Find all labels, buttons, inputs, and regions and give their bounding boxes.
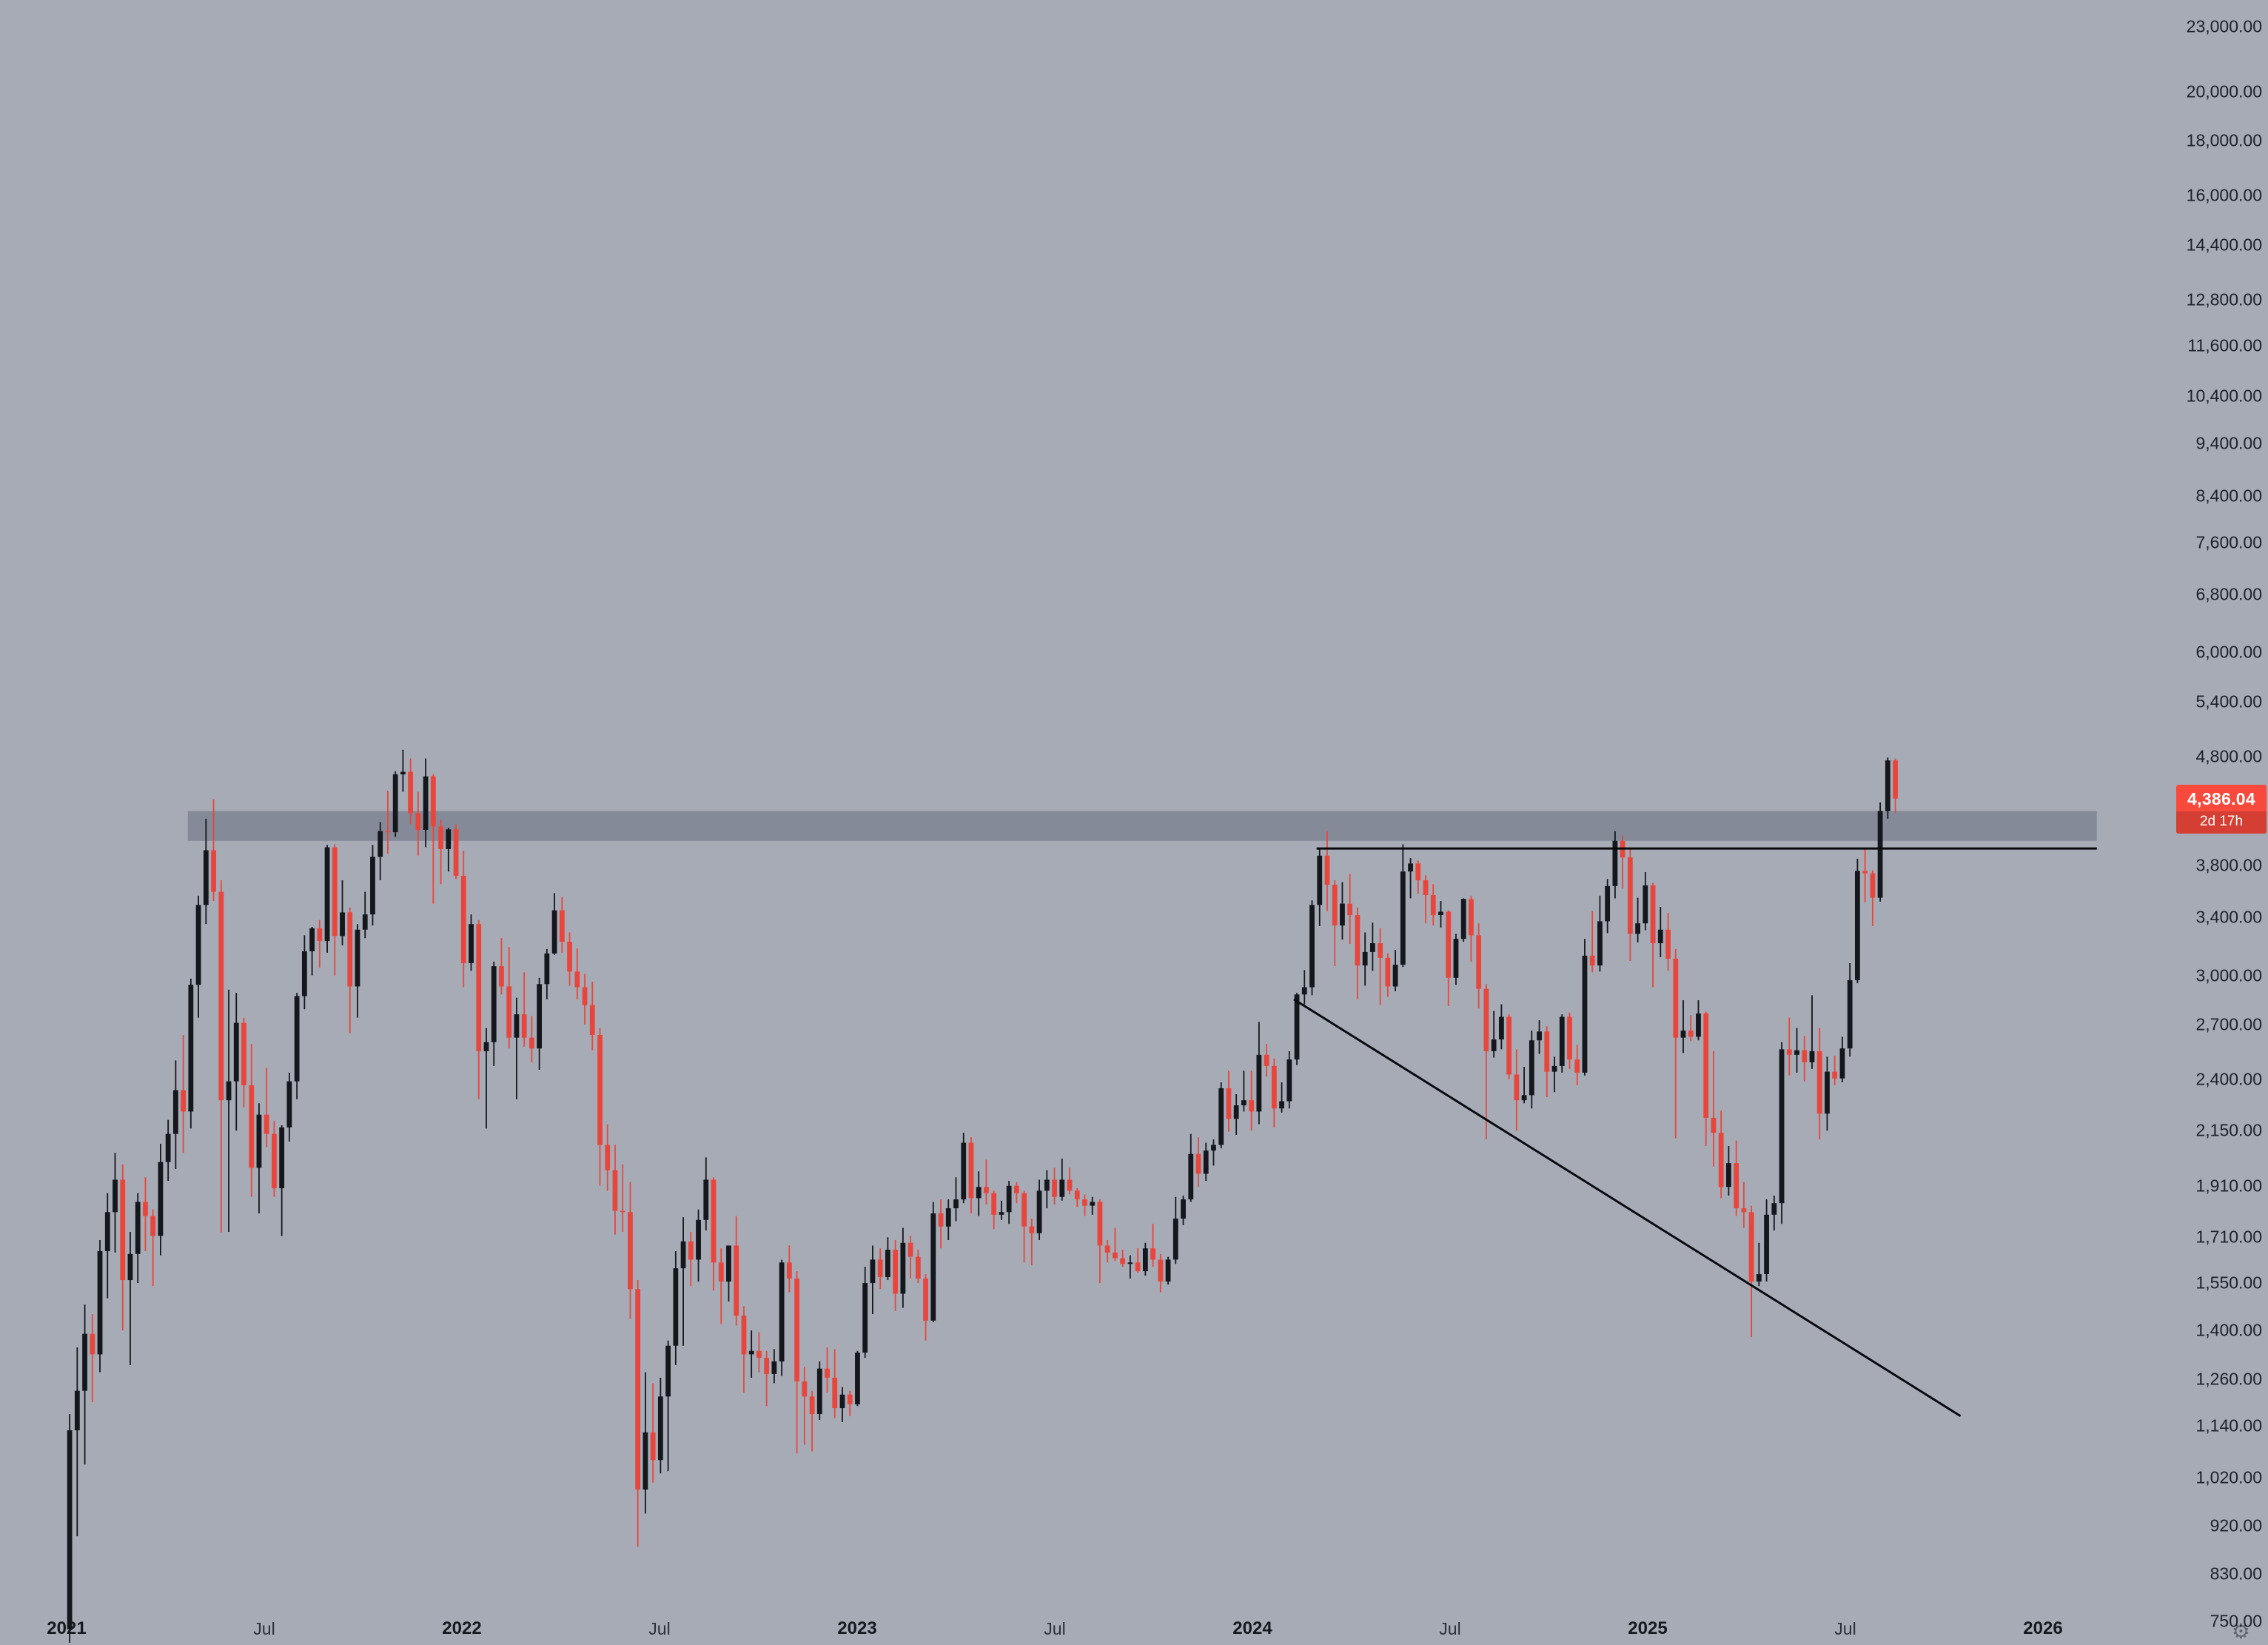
price-tick-label: 3,800.00 [2195,855,2262,875]
current-price-label: 4,386.04 2d 17h [2176,784,2267,834]
time-tick-label: 2025 [1628,1618,1668,1638]
time-tick-label: Jul [253,1619,275,1638]
price-tick-label: 2,700.00 [2195,1014,2262,1034]
price-tick-label: 3,000.00 [2195,965,2262,985]
time-tick-label: 2026 [2023,1618,2063,1638]
price-tick-label: 23,000.00 [2186,16,2262,36]
time-tick-label: 2024 [1232,1618,1272,1638]
time-tick-label: 2021 [47,1618,87,1638]
price-tick-label: 16,000.00 [2186,185,2262,205]
candles-layer [67,749,1898,1644]
price-tick-label: 1,550.00 [2195,1273,2262,1293]
price-tick-label: 7,600.00 [2195,532,2262,552]
time-tick-label: Jul [1044,1619,1066,1638]
price-tick-label: 1,400.00 [2195,1320,2262,1340]
bar-close-countdown: 2d 17h [2176,811,2267,834]
price-tick-label: 6,000.00 [2195,642,2262,662]
price-tick-label: 3,400.00 [2195,907,2262,927]
price-tick-label: 4,800.00 [2195,746,2262,766]
settings-gear-icon[interactable]: ⚙ [2231,1620,2250,1643]
price-tick-label: 20,000.00 [2186,81,2262,101]
price-tick-label: 5,400.00 [2195,691,2262,711]
time-tick-label: Jul [1439,1619,1461,1638]
price-tick-label: 12,800.00 [2186,289,2262,309]
price-tick-label: 11,600.00 [2187,335,2262,355]
current-price-value: 4,386.04 [2187,788,2255,808]
price-tick-label: 2,150.00 [2195,1120,2262,1140]
price-tick-label: 6,800.00 [2195,584,2262,604]
price-tick-label: 1,020.00 [2195,1467,2262,1487]
price-tick-label: 830.00 [2210,1564,2262,1584]
price-tick-label: 750.00 [2210,1611,2262,1631]
time-tick-label: Jul [1834,1619,1856,1638]
price-tick-label: 9,400.00 [2195,433,2262,453]
price-tick-label: 18,000.00 [2186,130,2262,150]
resistance-zone[interactable] [187,811,2097,841]
price-scale[interactable]: 23,000.00 20,000.00 18,000.00 16,000.00 14,4… [2176,0,2268,1645]
price-tick-label: 8,400.00 [2195,486,2262,506]
price-tick-label: 920.00 [2210,1515,2262,1535]
price-tick-label: 1,710.00 [2195,1227,2262,1247]
time-tick-label: 2022 [442,1618,482,1638]
descending-trendline[interactable] [1293,998,1962,1418]
time-tick-label: 2023 [837,1618,877,1638]
price-tick-label: 1,260.00 [2195,1369,2262,1389]
time-scale[interactable]: 2021 Jul 2022 Jul 2023 Jul 2024 Jul 2025 Jul 2026 [0,1611,2176,1645]
price-tick-label: 1,910.00 [2195,1176,2262,1196]
time-tick-label: Jul [648,1619,671,1638]
price-tick-label: 2,400.00 [2195,1069,2262,1089]
price-tick-label: 1,140.00 [2195,1415,2262,1435]
price-tick-label: 10,400.00 [2186,386,2262,406]
price-tick-label: 14,400.00 [2186,235,2262,255]
